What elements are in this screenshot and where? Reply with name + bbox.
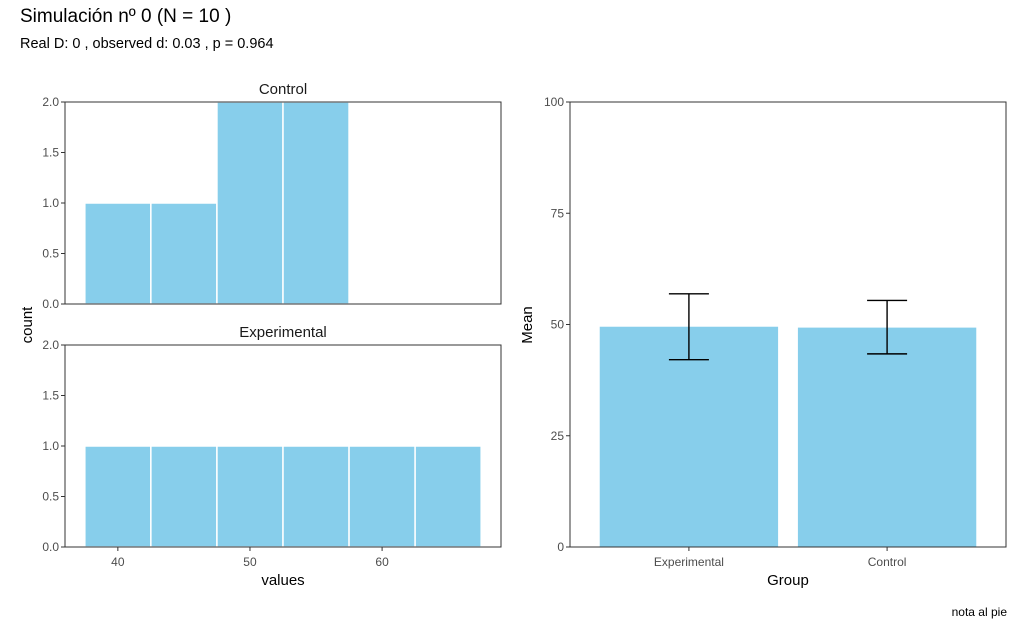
x-tick-label: 50 [243, 555, 257, 569]
plot-title: Simulación nº 0 (N = 10 ) [20, 6, 232, 27]
y-tick-label: 0.5 [42, 247, 59, 261]
x-tick-label: 60 [375, 555, 389, 569]
x-tick-label: 40 [111, 555, 125, 569]
y-tick-label: 0.5 [42, 490, 59, 504]
plot-caption: nota al pie [951, 605, 1007, 619]
histogram-bar [216, 445, 284, 548]
histogram-bar [150, 202, 218, 305]
histogram-bar [150, 445, 218, 548]
y-tick-label: 1.5 [42, 389, 59, 403]
y-axis-title: Mean [519, 306, 536, 344]
x-tick-label: Experimental [654, 555, 724, 569]
y-tick-label: 0.0 [42, 540, 59, 554]
histogram-bar [282, 101, 350, 305]
y-tick-label: 50 [551, 318, 565, 332]
facet-label-experimental: Experimental [239, 324, 327, 341]
x-tick-label: Control [868, 555, 907, 569]
y-tick-label: 25 [551, 429, 565, 443]
y-tick-label: 1.5 [42, 146, 59, 160]
x-axis-title: Group [767, 572, 809, 589]
y-axis-title: count [19, 306, 36, 344]
facet-label-control: Control [259, 81, 307, 98]
mean-bar-experimental [599, 326, 779, 547]
y-tick-label: 2.0 [42, 95, 59, 109]
histogram-bar [414, 445, 482, 548]
histogram-bar [348, 445, 416, 548]
y-tick-label: 0.0 [42, 297, 59, 311]
histogram-bar [84, 445, 152, 548]
y-tick-label: 1.0 [42, 196, 59, 210]
y-tick-label: 2.0 [42, 338, 59, 352]
plot-subtitle: Real D: 0 , observed d: 0.03 , p = 0.964 [20, 36, 274, 52]
y-tick-label: 100 [544, 95, 564, 109]
x-axis-title: values [261, 572, 304, 589]
histogram-bar [84, 202, 152, 305]
y-tick-label: 75 [551, 206, 565, 220]
mean-bar-control [797, 327, 977, 547]
histogram-bar [282, 445, 350, 548]
y-tick-label: 1.0 [42, 439, 59, 453]
histogram-bar [216, 101, 284, 305]
y-tick-label: 0 [557, 540, 564, 554]
